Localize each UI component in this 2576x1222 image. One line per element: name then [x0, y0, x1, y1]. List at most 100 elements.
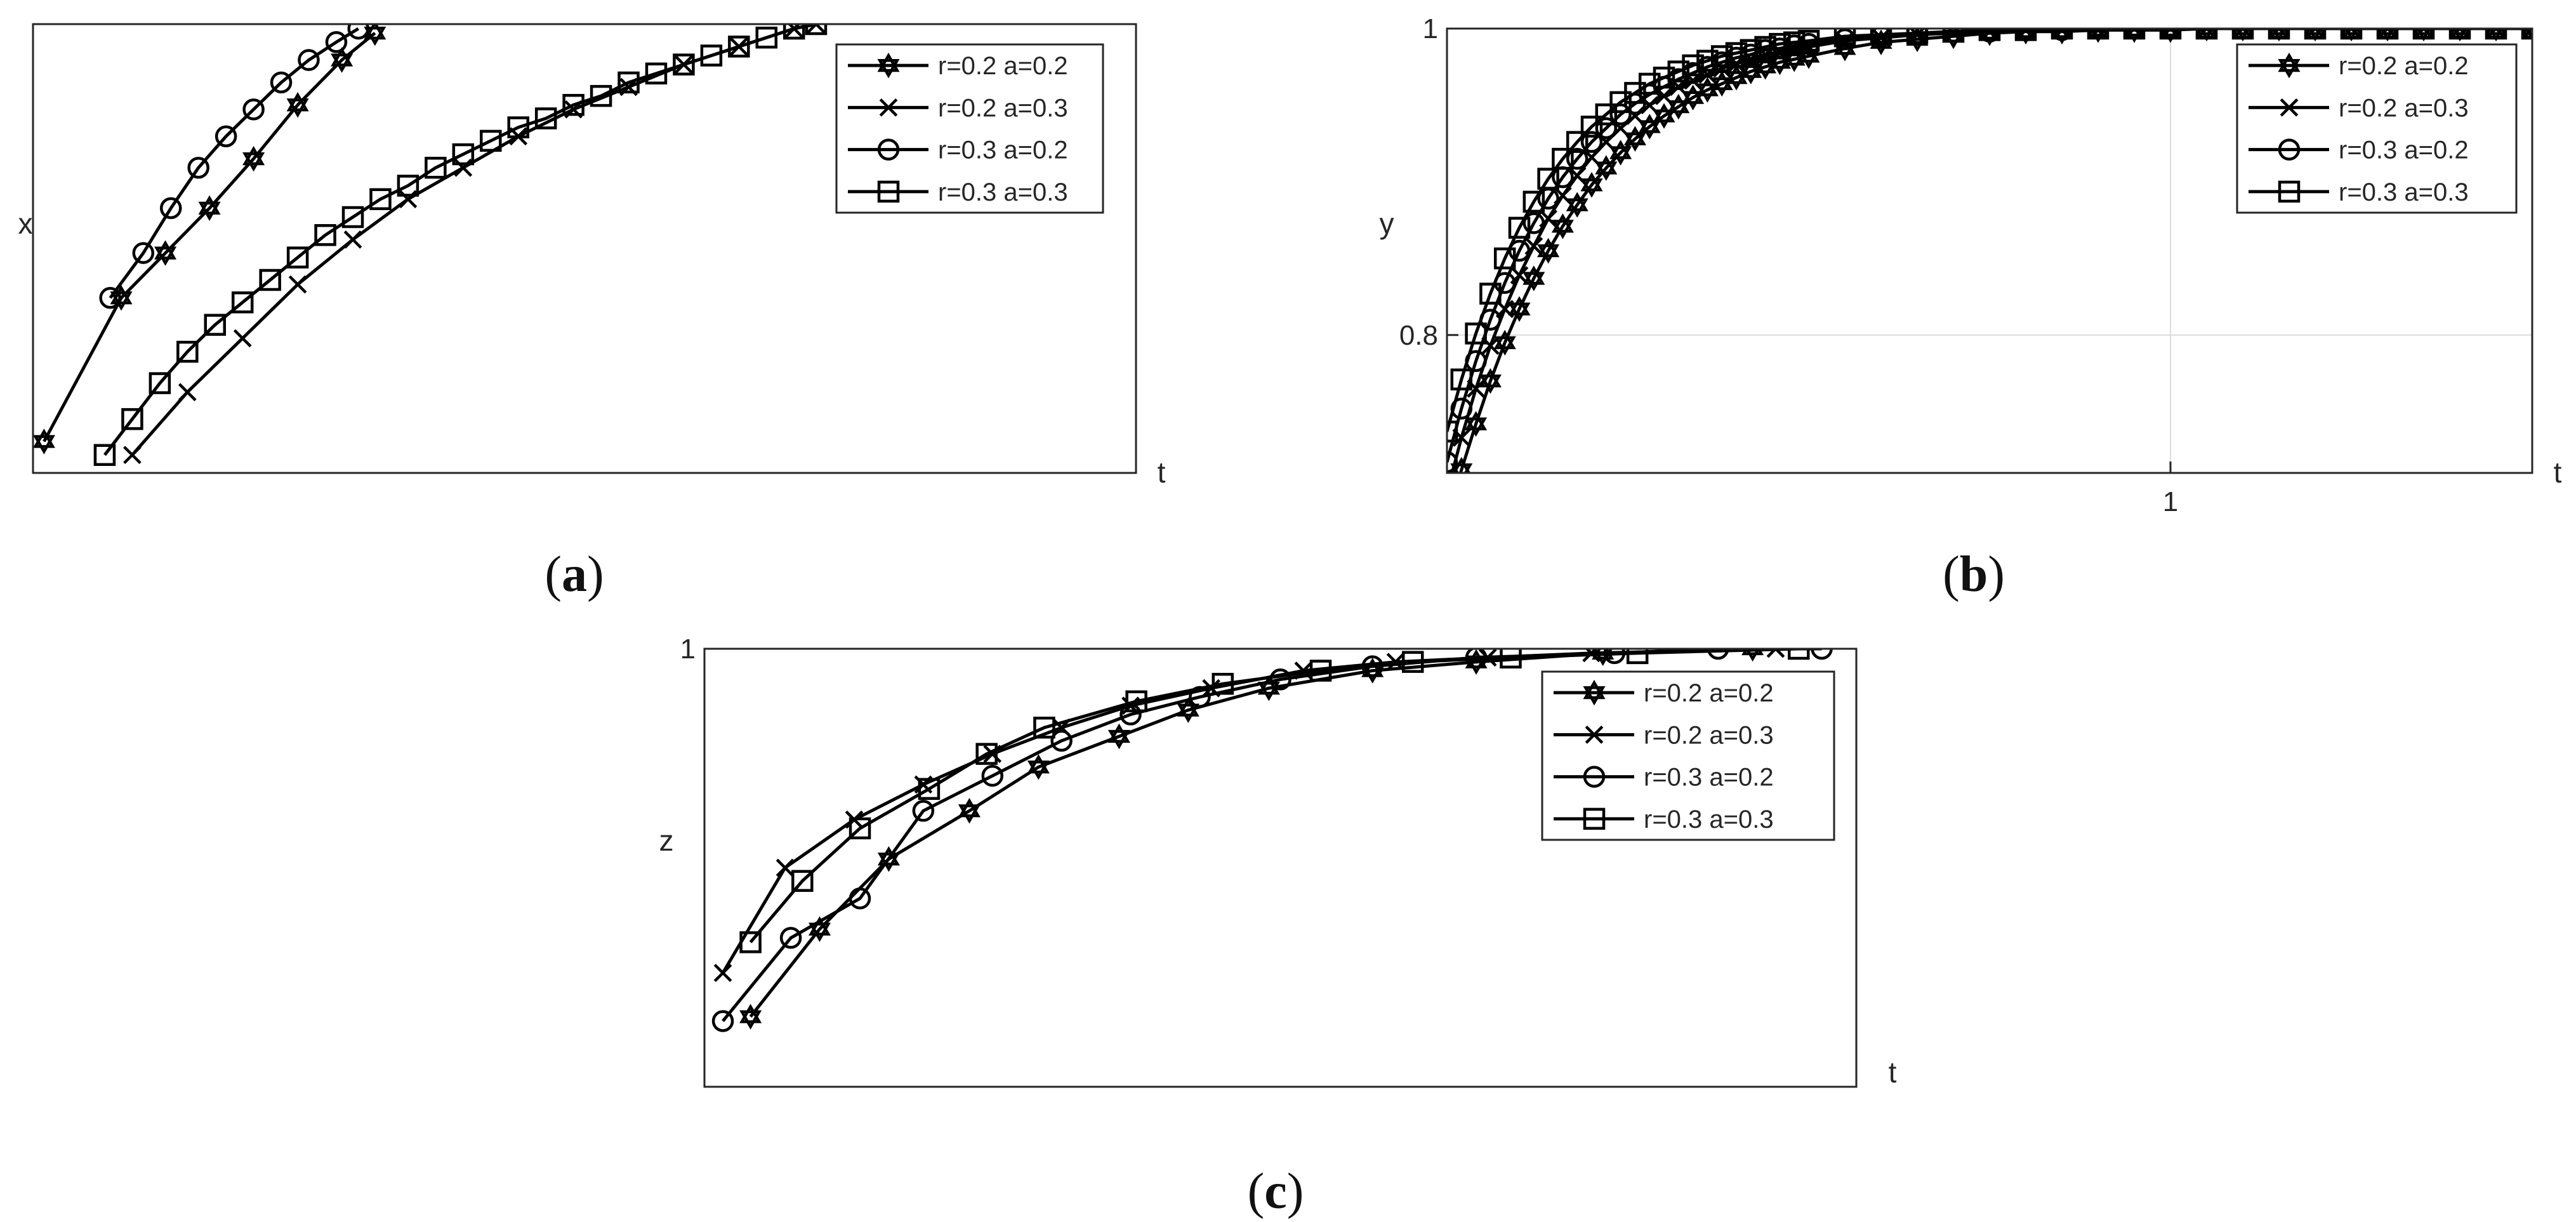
- legend-b: r=0.2 a=0.2 r=0.2 a=0.3 r=0.3 a=0.2 r=0.3 a…: [2236, 43, 2518, 214]
- series-line-a-2: [109, 27, 360, 299]
- data-point-a-3-5: [231, 291, 254, 314]
- data-point-b-1-38: [2269, 29, 2289, 38]
- data-point-b-3-38: [2268, 29, 2290, 40]
- data-point-c-3-9: [1401, 651, 1424, 673]
- data-point-b-3-43: [2448, 29, 2471, 40]
- data-point-b-3-24: [1783, 31, 1806, 53]
- data-point-c-2-6: [1120, 703, 1142, 726]
- data-point-a-3-4: [204, 314, 227, 336]
- data-point-b-3-42: [2412, 29, 2435, 40]
- xlabel-c: t: [1889, 1056, 1897, 1089]
- legend-box-a: [835, 43, 1104, 214]
- xlabel-a: t: [1158, 456, 1166, 489]
- data-point-c-3-7: [1212, 672, 1234, 695]
- data-point-b-3-14: [1638, 72, 1661, 95]
- data-point-a-3-3: [176, 340, 199, 363]
- data-point-a-2-5: [242, 98, 265, 121]
- data-point-c-2-13: [1811, 649, 1833, 660]
- data-point-b-0-12: [1609, 140, 1632, 166]
- data-point-b-2-10: [1580, 131, 1603, 153]
- data-point-c-3-4: [975, 743, 998, 765]
- data-point-a-2-1: [132, 242, 155, 264]
- data-point-b-3-7: [1537, 168, 1559, 190]
- data-point-b-3-26: [1833, 29, 1856, 48]
- data-point-a-2-6: [270, 71, 293, 94]
- caption-c: (c): [1248, 1163, 1304, 1221]
- data-point-b-3-22: [1754, 36, 1776, 58]
- data-point-a-3-25: [783, 24, 805, 40]
- caption-c-close: ): [1286, 1164, 1304, 1219]
- caption-b: (b): [1943, 546, 2005, 604]
- chart-panel-a: x t r=0.2 a=0.2 r=0.2 a=0.3 r=0.3 a=0.2 r=0.3…: [18, 23, 1166, 489]
- data-point-b-0-2: [1465, 411, 1488, 437]
- data-point-c-2-12: [1707, 649, 1729, 660]
- data-point-a-1-13: [807, 24, 826, 34]
- data-point-c-3-8: [1309, 660, 1332, 682]
- data-point-a-1-5: [399, 190, 418, 209]
- data-point-c-0-0: [739, 1004, 762, 1030]
- data-point-b-0-11: [1595, 155, 1618, 181]
- data-point-b-0-10: [1580, 171, 1603, 198]
- data-point-a-3-7: [286, 246, 309, 269]
- caption-a-open: (: [545, 547, 562, 602]
- data-point-c-1-1: [776, 858, 795, 877]
- data-point-b-3-36: [2195, 29, 2218, 40]
- data-point-b-1-45: [2523, 29, 2532, 38]
- legend-label-b-3: r=0.3 a=0.3: [2339, 178, 2469, 206]
- series-a-2: [99, 24, 369, 309]
- legend-marker-a-2: [877, 138, 900, 161]
- xtick-label-b-0: 1: [2163, 486, 2178, 517]
- data-point-b-3-2: [1465, 322, 1487, 345]
- data-point-b-3-11: [1595, 103, 1618, 126]
- data-point-b-1-41: [2378, 29, 2397, 38]
- data-point-b-3-9: [1566, 131, 1589, 153]
- series-line-a-0: [43, 32, 376, 442]
- ylabel-a: x: [18, 207, 33, 240]
- data-point-b-3-40: [2340, 29, 2363, 40]
- data-point-a-0-4: [242, 145, 265, 172]
- data-point-a-3-14: [480, 130, 502, 152]
- data-point-b-1-42: [2414, 29, 2433, 38]
- data-point-b-3-39: [2304, 29, 2327, 40]
- data-point-a-0-1: [110, 285, 133, 311]
- series-a-0: [33, 24, 386, 455]
- data-point-b-0-22: [1754, 54, 1777, 80]
- data-point-a-3-24: [755, 26, 778, 49]
- data-point-c-3-11: [1626, 649, 1649, 665]
- data-point-c-2-0: [711, 1010, 734, 1032]
- legend-marker-b-2: [2278, 138, 2301, 161]
- legend-marker-c-1: [1585, 726, 1604, 744]
- data-point-a-2-2: [160, 197, 182, 220]
- data-point-b-3-30: [1978, 29, 2001, 41]
- ytick-label-c-0: 1: [680, 634, 696, 665]
- data-point-a-3-0: [93, 444, 116, 466]
- data-point-b-1-35: [2161, 29, 2180, 38]
- data-point-b-3-5: [1508, 216, 1531, 239]
- data-point-a-1-4: [343, 230, 362, 249]
- data-point-c-0-4: [1027, 754, 1050, 780]
- data-point-c-3-12: [1788, 649, 1810, 660]
- data-point-b-1-44: [2487, 29, 2506, 38]
- data-point-a-0-0: [33, 428, 55, 455]
- data-point-b-0-3: [1479, 368, 1502, 394]
- data-point-c-3-10: [1500, 649, 1522, 669]
- legend-marker-c-0: [1583, 679, 1606, 706]
- data-point-b-1-40: [2342, 29, 2361, 38]
- series-line-c-0: [749, 649, 1753, 1018]
- data-point-b-3-4: [1493, 247, 1516, 270]
- legend-marker-c-3: [1583, 807, 1606, 830]
- data-point-b-2-12: [1609, 103, 1632, 126]
- data-point-c-1-0: [713, 964, 732, 982]
- data-point-b-3-1: [1450, 368, 1473, 391]
- series-a-3: [93, 24, 828, 466]
- data-point-a-1-1: [178, 383, 197, 402]
- data-point-b-3-15: [1653, 66, 1675, 89]
- data-point-b-1-43: [2450, 29, 2469, 38]
- caption-b-close: ): [1988, 547, 2005, 602]
- data-point-b-3-31: [2014, 29, 2037, 41]
- legend-marker-a-0: [877, 52, 900, 79]
- caption-b-letter: b: [1959, 547, 1988, 602]
- legend-marker-b-3: [2278, 180, 2301, 203]
- data-point-b-3-29: [1942, 29, 1965, 43]
- data-point-b-2-9: [1566, 147, 1589, 170]
